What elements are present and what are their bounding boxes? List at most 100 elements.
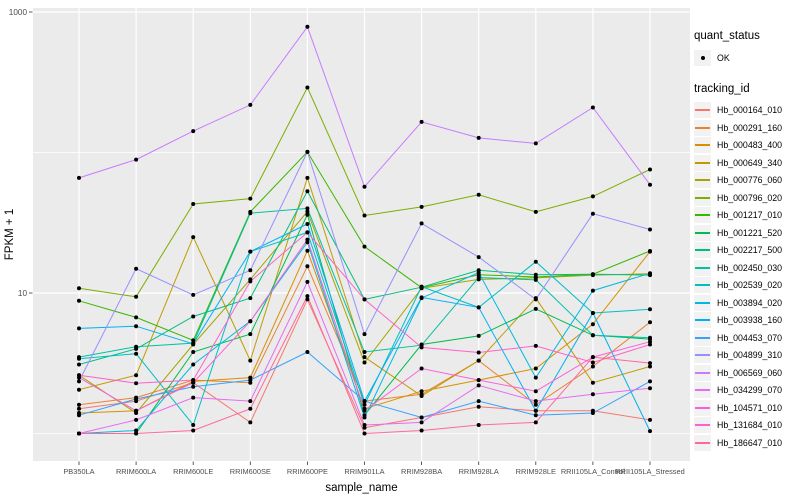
- data-point: [476, 358, 481, 363]
- legend-key-line: [694, 294, 711, 311]
- data-point: [476, 135, 481, 140]
- legend-key-line: [694, 224, 711, 241]
- data-point: [134, 417, 139, 422]
- data-point: [476, 333, 481, 338]
- data-point: [191, 423, 196, 427]
- legend-key-line: [694, 434, 711, 451]
- data-point: [419, 204, 424, 209]
- legend-item-tracking-id: Hb_004453_070: [694, 329, 800, 347]
- data-point: [305, 175, 310, 180]
- data-point: [362, 355, 367, 360]
- data-point: [648, 342, 652, 347]
- data-point: [533, 366, 538, 371]
- data-point: [533, 297, 538, 302]
- legend-line-swatch: [695, 214, 710, 217]
- data-point: [191, 235, 196, 240]
- data-point: [362, 297, 367, 302]
- legend-item-label: Hb_002539_020: [717, 280, 783, 291]
- legend-key-line: [694, 242, 711, 259]
- legend-item-label: Hb_000164_010: [717, 105, 783, 116]
- data-point: [533, 306, 538, 311]
- legend-line-swatch: [695, 196, 710, 199]
- data-point: [476, 192, 481, 197]
- data-point: [590, 411, 595, 415]
- legend-line-swatch: [695, 319, 710, 322]
- x-tick-label: RRII105LA_Stressed: [615, 467, 684, 476]
- legend-key-line: [694, 277, 711, 294]
- data-point: [419, 295, 424, 300]
- legend-item-tracking-id: Hb_000483_400: [694, 137, 800, 155]
- data-point: [134, 344, 139, 349]
- legend-item-tracking-id: Hb_186647_010: [694, 434, 800, 452]
- x-tick-label: RRIM928LA: [459, 467, 499, 476]
- plot-panel: [33, 8, 690, 461]
- legend-line-swatch: [695, 301, 710, 304]
- data-point: [248, 358, 253, 363]
- legend-item-tracking-id: Hb_002539_020: [694, 277, 800, 295]
- data-point: [77, 402, 81, 407]
- data-point: [590, 105, 595, 110]
- data-point: [590, 211, 595, 216]
- legend-item-label: Hb_000483_400: [717, 140, 783, 151]
- legend-line-swatch: [695, 231, 710, 234]
- data-point: [476, 350, 481, 355]
- data-point: [648, 249, 652, 253]
- legend-line-swatch: [695, 354, 710, 357]
- data-point: [305, 264, 310, 269]
- data-point: [476, 275, 481, 280]
- data-point: [305, 279, 310, 284]
- data-point: [476, 378, 481, 383]
- data-point: [419, 284, 424, 289]
- legend-line-swatch: [695, 179, 710, 182]
- data-point: [533, 413, 538, 418]
- data-point: [191, 428, 196, 433]
- legend-quant-status-items: OK: [694, 49, 800, 67]
- legend-item-tracking-id: Hb_000796_020: [694, 189, 800, 207]
- data-point: [648, 320, 652, 325]
- data-point: [419, 366, 424, 371]
- data-point: [77, 387, 81, 392]
- legend-line-swatch: [695, 144, 710, 147]
- legend-title-tracking-id: tracking_id: [694, 82, 750, 95]
- data-point: [419, 221, 424, 226]
- data-point: [77, 286, 81, 291]
- data-point: [191, 362, 196, 367]
- data-point: [362, 408, 367, 413]
- legend-item-label: Hb_004453_070: [717, 332, 783, 343]
- data-point: [248, 279, 253, 284]
- legend-line-swatch: [695, 126, 710, 129]
- series-points-Hb_131684_010: [77, 230, 652, 386]
- x-tick-label: RRIM928BA: [401, 467, 442, 476]
- legend-item-tracking-id: Hb_034299_070: [694, 382, 800, 400]
- series-points-Hb_004899_310: [77, 149, 652, 384]
- x-tick-label: PB350LA: [63, 467, 94, 476]
- data-point: [305, 24, 310, 29]
- series-points-Hb_186647_010: [77, 294, 652, 436]
- legend-item-tracking-id: Hb_000291_160: [694, 119, 800, 137]
- data-point: [419, 119, 424, 124]
- data-point: [648, 227, 652, 232]
- data-point: [590, 333, 595, 338]
- series-points-Hb_000796_020: [77, 85, 652, 299]
- data-point: [134, 351, 139, 356]
- x-tick-label: RRIM600PE: [287, 467, 328, 476]
- x-tick-label: RRIM600LE: [173, 467, 213, 476]
- data-point: [533, 277, 538, 282]
- data-point: [305, 237, 310, 242]
- data-point: [419, 415, 424, 420]
- data-point: [648, 417, 652, 422]
- data-point: [305, 230, 310, 235]
- legend-item-tracking-id: Hb_000164_010: [694, 102, 800, 120]
- data-point: [648, 182, 652, 187]
- series-points-Hb_004453_070: [77, 350, 652, 420]
- legend-item-tracking-id: Hb_004899_310: [694, 347, 800, 365]
- legend-key-line: [694, 364, 711, 381]
- data-point: [305, 212, 310, 217]
- data-point: [305, 297, 310, 302]
- data-point: [648, 429, 652, 434]
- data-point: [362, 244, 367, 249]
- data-point: [362, 350, 367, 354]
- legend-key-line: [694, 347, 711, 364]
- x-tick-label: RRIM901LA: [344, 467, 384, 476]
- legend-item-label: Hb_000796_020: [717, 192, 783, 203]
